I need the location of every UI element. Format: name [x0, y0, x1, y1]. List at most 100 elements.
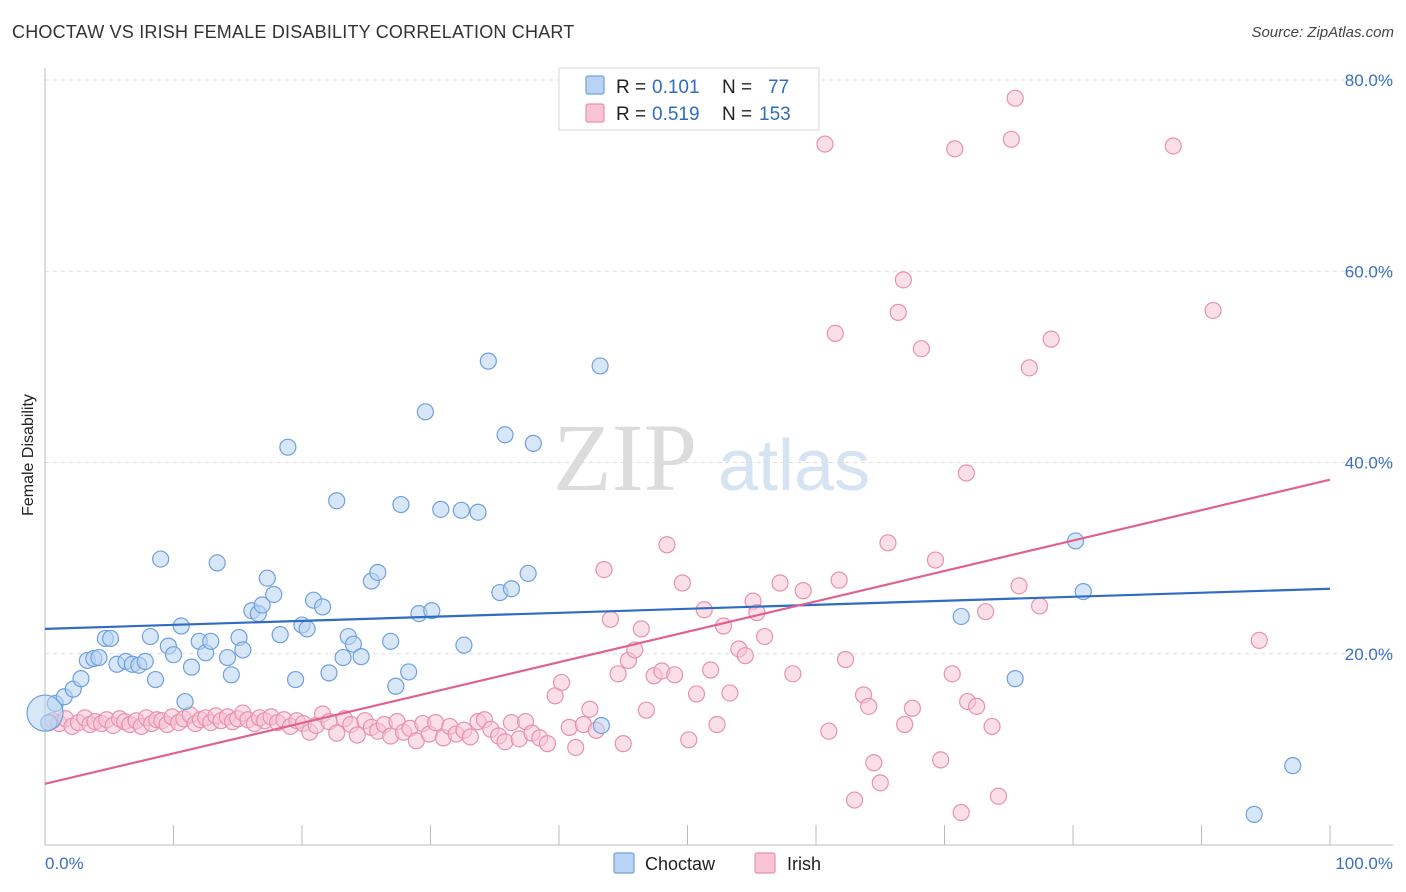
choctaw-point [164, 646, 183, 664]
irish-point [328, 724, 346, 742]
irish-point [1204, 301, 1222, 320]
legend-r-value-choctaw: 0.101 [652, 77, 700, 98]
irish-point [1020, 359, 1038, 377]
choctaw-point [469, 503, 487, 521]
irish-point [680, 731, 698, 749]
irish-point [552, 673, 571, 692]
irish-point [1030, 597, 1049, 615]
legend-n-label-irish: N = [722, 104, 752, 125]
choctaw-point [182, 658, 201, 676]
choctaw-point [72, 670, 90, 688]
tick-labels: 20.0% 40.0% 60.0% 80.0% 0.0% 100.0% [45, 71, 1393, 873]
data-points [26, 89, 1302, 824]
irish-point [1006, 89, 1024, 107]
choctaw-point [1284, 757, 1302, 775]
legend-n-label-choctaw: N = [722, 77, 752, 98]
watermark: ZIP atlas [553, 404, 870, 511]
irish-point [632, 620, 650, 638]
irish-point [957, 464, 975, 482]
choctaw-point [1245, 805, 1263, 824]
source-label: Source: ZipAtlas.com [1251, 24, 1394, 41]
choctaw-point [208, 554, 226, 572]
choctaw-point [344, 635, 362, 653]
irish-point [614, 735, 632, 753]
legend-r-label-choctaw: R = [616, 77, 646, 98]
choctaw-trend-line [44, 587, 1331, 630]
irish-point [989, 787, 1008, 805]
choctaw-point [146, 670, 165, 689]
axes [44, 68, 1393, 846]
irish-point [687, 685, 706, 703]
choctaw-point [452, 501, 470, 519]
choctaw-point [496, 426, 514, 444]
irish-point [952, 803, 970, 822]
bottom-legend-label-irish: Irish [787, 854, 821, 874]
irish-point [1010, 577, 1028, 595]
irish-point [702, 661, 720, 679]
irish-point [736, 647, 754, 665]
irish-point [771, 574, 789, 592]
choctaw-point [271, 626, 289, 644]
irish-point [830, 571, 848, 589]
irish-point [601, 610, 620, 628]
choctaw-point [152, 550, 170, 568]
y-tick-label: 40.0% [1345, 454, 1393, 473]
bottom-legend-label-choctaw: Choctaw [645, 854, 716, 874]
watermark-atlas: atlas [718, 426, 870, 506]
y-tick-label: 60.0% [1345, 262, 1393, 281]
choctaw-point [136, 652, 154, 671]
choctaw-point [455, 636, 473, 654]
irish-point [658, 536, 676, 554]
irish-point [932, 751, 950, 769]
irish-point [926, 551, 945, 569]
irish-point [983, 717, 1001, 736]
irish-point [427, 713, 445, 732]
choctaw-point [141, 627, 159, 646]
choctaw-point [416, 403, 434, 421]
legend-swatch-irish [585, 103, 605, 123]
choctaw-point [387, 677, 405, 695]
choctaw-point [218, 648, 237, 667]
choctaw-point [591, 357, 609, 375]
legend-r-value-irish: 0.519 [652, 104, 700, 125]
irish-point [666, 666, 684, 684]
irish-point [845, 791, 864, 809]
choctaw-point [258, 569, 276, 587]
irish-trend-line [44, 478, 1331, 785]
choctaw-point [90, 648, 108, 667]
x-tick-label-max: 100.0% [1335, 854, 1393, 873]
irish-point [637, 701, 655, 719]
x-tick-label-min: 0.0% [45, 854, 84, 873]
y-axis-label: Female Disability [20, 394, 37, 516]
irish-point [609, 665, 627, 683]
watermark-zip: ZIP [553, 404, 697, 511]
irish-point [879, 534, 897, 552]
choctaw-point [320, 664, 338, 682]
irish-point [860, 697, 878, 715]
choctaw-point [423, 602, 441, 620]
irish-point [896, 715, 914, 734]
choctaw-point [1006, 670, 1024, 688]
irish-point [820, 722, 838, 740]
legend-n-value-irish: 153 [759, 104, 791, 125]
irish-point [836, 650, 855, 669]
legend-r-label-irish: R = [616, 104, 646, 125]
legend-n-value-choctaw: 77 [768, 77, 789, 98]
irish-point [816, 135, 834, 153]
irish-point [871, 774, 889, 792]
series-legend: Choctaw Irish [613, 852, 821, 874]
choctaw-point [328, 492, 346, 510]
irish-point [461, 728, 479, 746]
choctaw-point [524, 434, 542, 452]
irish-point [784, 665, 802, 683]
choctaw-point [298, 620, 316, 638]
choctaw-point [519, 564, 537, 583]
irish-point [894, 271, 912, 289]
irish-point [708, 715, 726, 734]
irish-point [889, 303, 907, 321]
irish-point [1002, 130, 1020, 148]
bottom-legend-swatch-irish [754, 852, 776, 874]
irish-point [567, 738, 585, 757]
bottom-legend-swatch-choctaw [613, 852, 635, 874]
choctaw-point [392, 495, 410, 514]
